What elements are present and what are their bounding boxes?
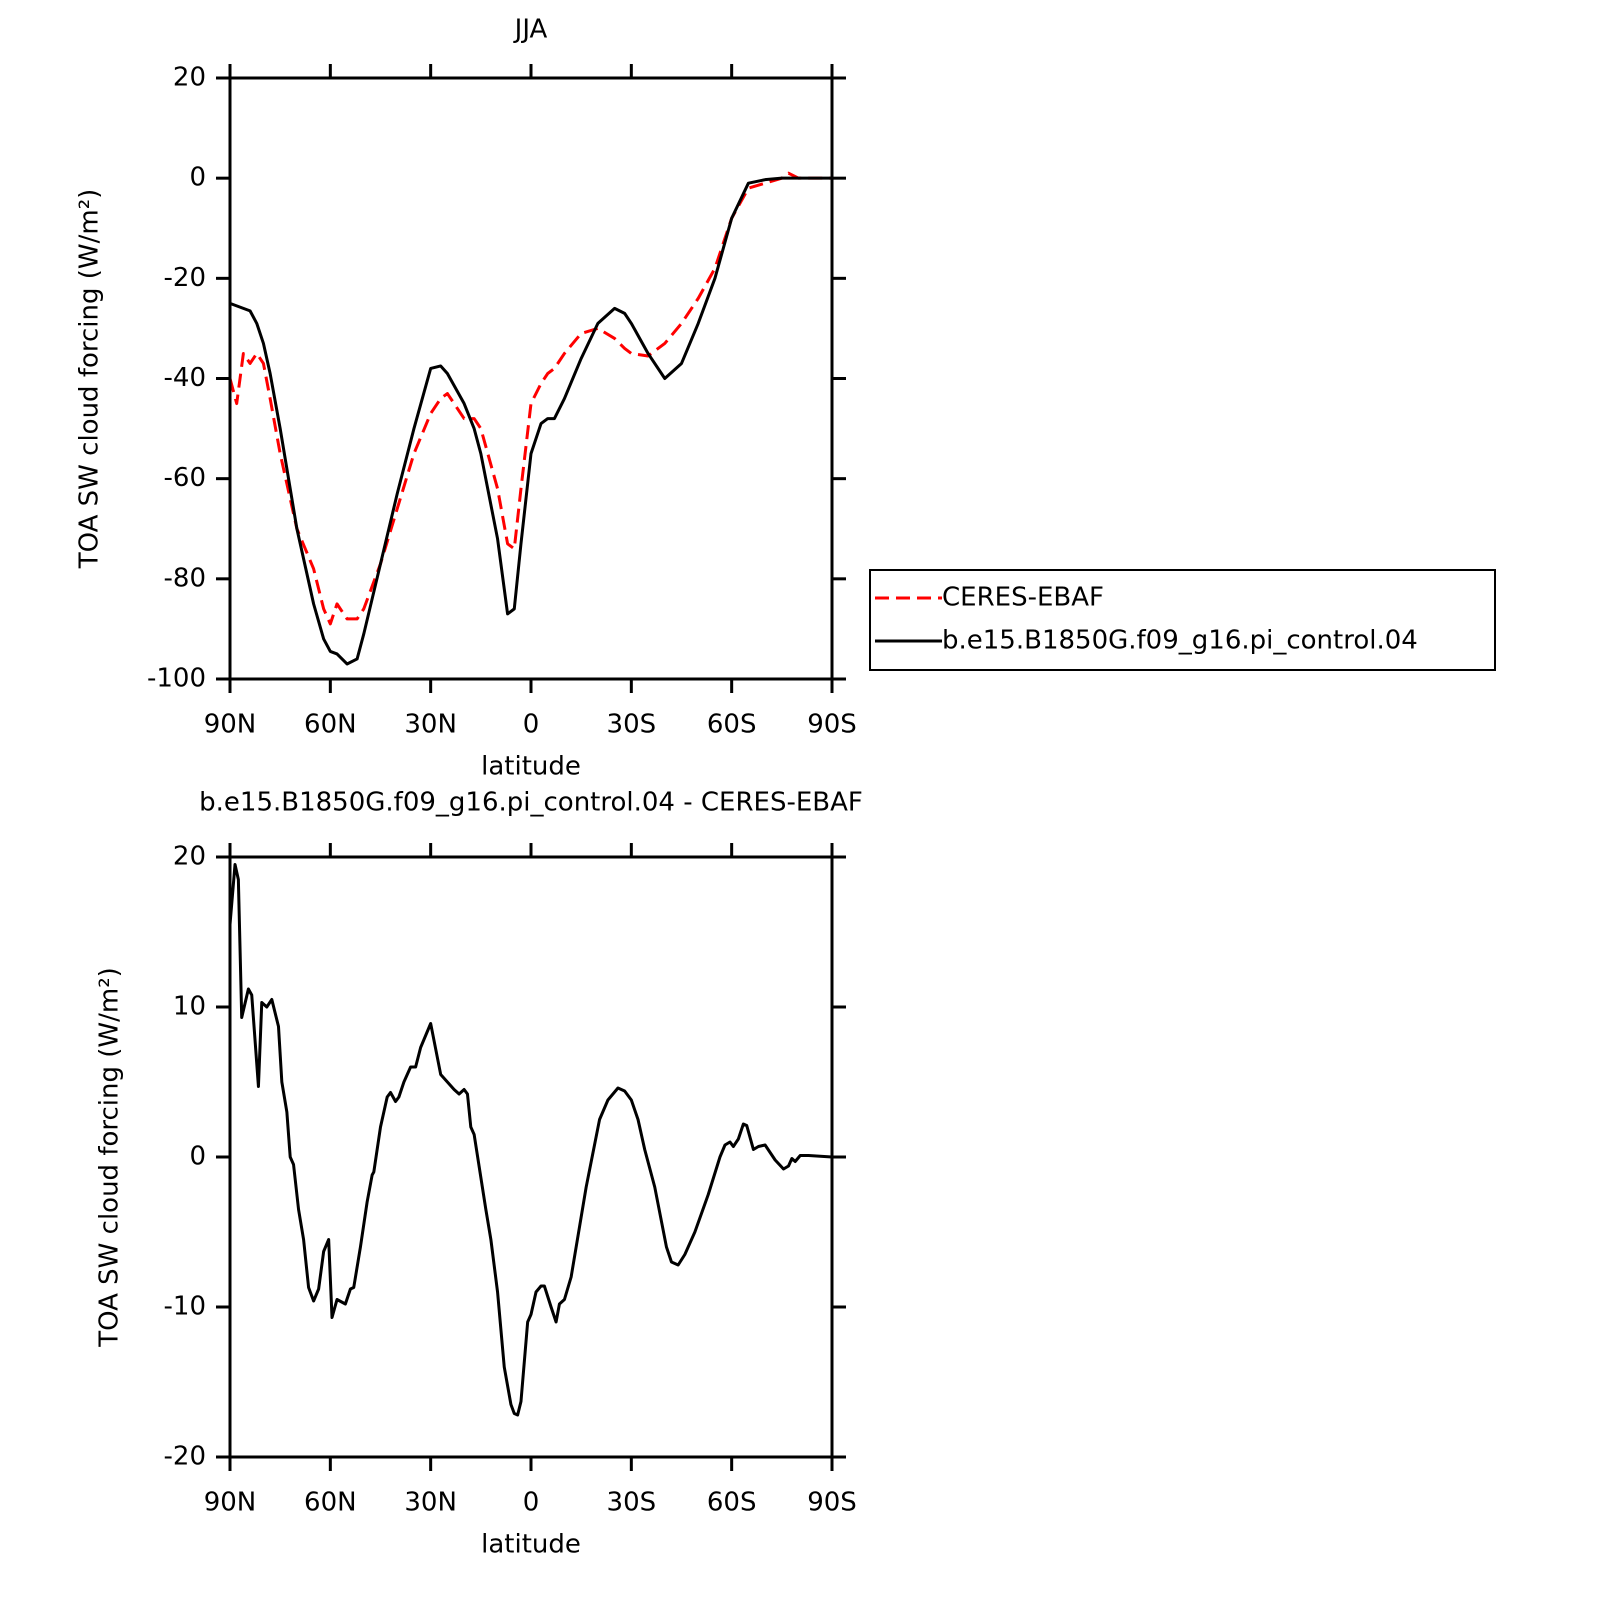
y-tick-label: 10 (173, 992, 206, 1022)
y-tick-label: 20 (173, 842, 206, 872)
y-tick-label: -80 (164, 563, 206, 593)
chart-title: JJA (513, 15, 548, 45)
y-tick-label: 0 (189, 1142, 206, 1172)
y-axis-label: TOA SW cloud forcing (W/m²) (75, 189, 105, 570)
data-line (228, 863, 833, 1417)
x-tick-label: 60N (304, 710, 357, 740)
y-tick-label: -60 (164, 463, 206, 493)
x-tick-label: 0 (523, 1488, 540, 1518)
y-tick-label: -20 (164, 1442, 206, 1472)
y-tick-label: -40 (164, 363, 206, 393)
plot-frame (228, 76, 834, 681)
x-tick-label: 30N (404, 710, 457, 740)
plot-frame (228, 855, 834, 1459)
x-axis-label: latitude (481, 752, 581, 782)
x-tick-label: 30S (607, 710, 657, 740)
legend-label: CERES-EBAF (942, 583, 1104, 613)
legend-box (869, 569, 1496, 671)
x-tick-label: 30N (404, 1488, 457, 1518)
x-tick-label: 90N (204, 710, 257, 740)
x-tick-label: 90S (807, 710, 857, 740)
y-tick-label: 0 (189, 163, 206, 193)
x-tick-label: 60S (707, 710, 757, 740)
y-tick-label: -100 (147, 664, 206, 694)
legend-label: b.e15.B1850G.f09_g16.pi_control.04 (942, 626, 1418, 656)
x-tick-label: 30S (607, 1488, 657, 1518)
x-tick-label: 0 (523, 710, 540, 740)
chart-title: b.e15.B1850G.f09_g16.pi_control.04 - CER… (199, 788, 863, 818)
x-tick-label: 90S (807, 1488, 857, 1518)
x-tick-label: 60N (304, 1488, 357, 1518)
x-tick-label: 60S (707, 1488, 757, 1518)
y-tick-label: -10 (164, 1292, 206, 1322)
y-tick-label: 20 (173, 63, 206, 93)
data-line (228, 171, 832, 626)
x-tick-label: 90N (204, 1488, 257, 1518)
x-axis-label: latitude (481, 1530, 581, 1560)
y-tick-label: -20 (164, 263, 206, 293)
y-axis-label: TOA SW cloud forcing (W/m²) (95, 967, 125, 1348)
data-line (229, 176, 832, 666)
